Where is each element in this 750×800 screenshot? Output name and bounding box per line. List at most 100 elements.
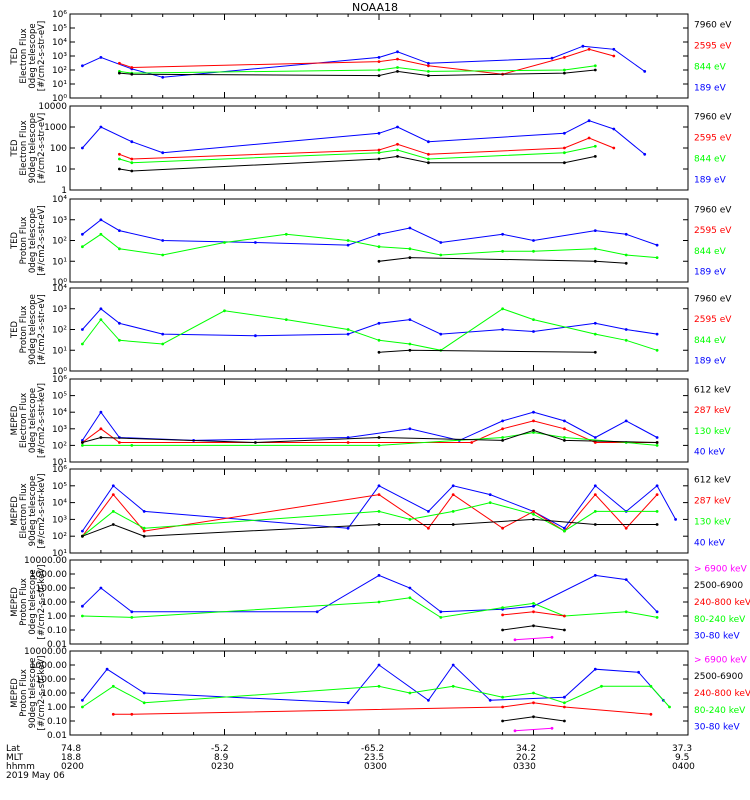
data-point [105, 667, 109, 671]
y-tick-label: 1 [61, 186, 67, 196]
legend-entry: 844 eV [694, 63, 727, 73]
data-point [81, 64, 84, 68]
data-point [451, 510, 455, 513]
data-point [161, 342, 165, 346]
data-point [624, 419, 628, 423]
data-point [532, 318, 535, 321]
series-line [82, 420, 658, 443]
data-point [346, 239, 350, 242]
data-point [346, 436, 350, 439]
data-point [451, 523, 455, 526]
data-point [81, 614, 84, 618]
footer-lat-4: 37.3 [672, 744, 693, 754]
data-point [501, 705, 504, 709]
y-tick-label: 10¹ [52, 257, 67, 267]
data-point [396, 155, 399, 158]
legend-entry: 80-240 keV [694, 706, 746, 716]
legend-entry: 612 keV [694, 385, 731, 395]
data-point [593, 247, 597, 251]
legend-entry: 7960 eV [694, 294, 732, 304]
data-point [532, 602, 535, 605]
y-tick-label: 10² [52, 326, 67, 336]
data-point [532, 715, 535, 719]
data-point [118, 157, 121, 161]
data-point [563, 151, 566, 155]
y-tick-label: 10.00 [41, 598, 67, 608]
legend-entry: 130 keV [694, 427, 731, 437]
series-line [82, 308, 658, 351]
data-point [99, 410, 103, 414]
data-point [81, 146, 84, 150]
y-tick-label: 10⁴ [52, 499, 67, 509]
data-point [470, 441, 474, 444]
series-line [119, 137, 614, 160]
data-point [81, 705, 84, 709]
series-line [113, 702, 651, 715]
y-axis-label: [#/cm2-s-str-keV] [37, 383, 47, 458]
data-point [532, 419, 535, 423]
data-point [396, 57, 399, 61]
data-point [488, 493, 492, 496]
y-tick-label: 10⁵ [52, 482, 67, 492]
legend-entry: 189 eV [694, 176, 727, 186]
data-point [408, 318, 412, 321]
data-point [408, 247, 412, 251]
data-point [223, 241, 226, 244]
data-point [408, 226, 412, 230]
data-point [377, 510, 381, 513]
data-point [655, 616, 659, 619]
data-point [563, 56, 566, 59]
data-point [377, 684, 381, 688]
data-point [377, 574, 381, 577]
data-point [532, 510, 535, 513]
series-line [119, 155, 596, 172]
data-point [587, 47, 591, 51]
data-point [81, 441, 84, 444]
data-point [624, 526, 628, 530]
data-point [130, 712, 134, 716]
y-axis-label: Proton Flux [19, 217, 29, 265]
data-point [637, 670, 640, 674]
data-point [99, 427, 103, 431]
panel-1: 1 10 100 1000 10000 TED Electron Flux 90deg tel… [10, 102, 732, 196]
legend-entry: 2500-6900 [694, 672, 743, 682]
data-point [81, 439, 84, 442]
data-point [346, 701, 350, 705]
y-tick-label: 10⁴ [52, 284, 67, 294]
data-point [550, 635, 554, 639]
y-tick-label: 10000 [38, 102, 67, 112]
panel-frame [69, 378, 689, 463]
data-point [563, 705, 566, 709]
series-line [81, 411, 658, 441]
data-point [563, 68, 566, 72]
data-point [408, 348, 412, 352]
y-tick-label: 10⁵ [52, 392, 67, 402]
data-point [161, 151, 165, 155]
data-point [377, 60, 381, 63]
data-point [111, 712, 115, 716]
y-axis-label: 0deg telescope [28, 208, 38, 273]
data-point [643, 70, 647, 73]
y-axis-label: Proton Flux [19, 306, 29, 354]
panel-frame [69, 13, 689, 99]
data-point [81, 534, 84, 538]
data-point [346, 332, 350, 336]
data-point [377, 232, 381, 236]
data-point [408, 586, 412, 590]
y-tick-label: 10⁶ [52, 10, 67, 20]
legend-entry: 2500-6900 [694, 581, 743, 591]
data-point [593, 332, 597, 336]
legend-entry: 844 eV [694, 155, 727, 165]
y-axis-label: Proton Flux [19, 669, 29, 717]
y-tick-label: 10⁴ [52, 408, 67, 418]
data-point [593, 436, 597, 439]
y-tick-label: 0.01 [47, 731, 67, 741]
data-point [111, 523, 115, 526]
y-axis-label: [#/cm2-s-str-eV] [37, 113, 47, 183]
data-point [563, 419, 566, 423]
data-point [532, 429, 535, 432]
data-point [501, 419, 504, 423]
footer-lat-0: 74.8 [61, 744, 82, 754]
data-point [593, 441, 597, 444]
